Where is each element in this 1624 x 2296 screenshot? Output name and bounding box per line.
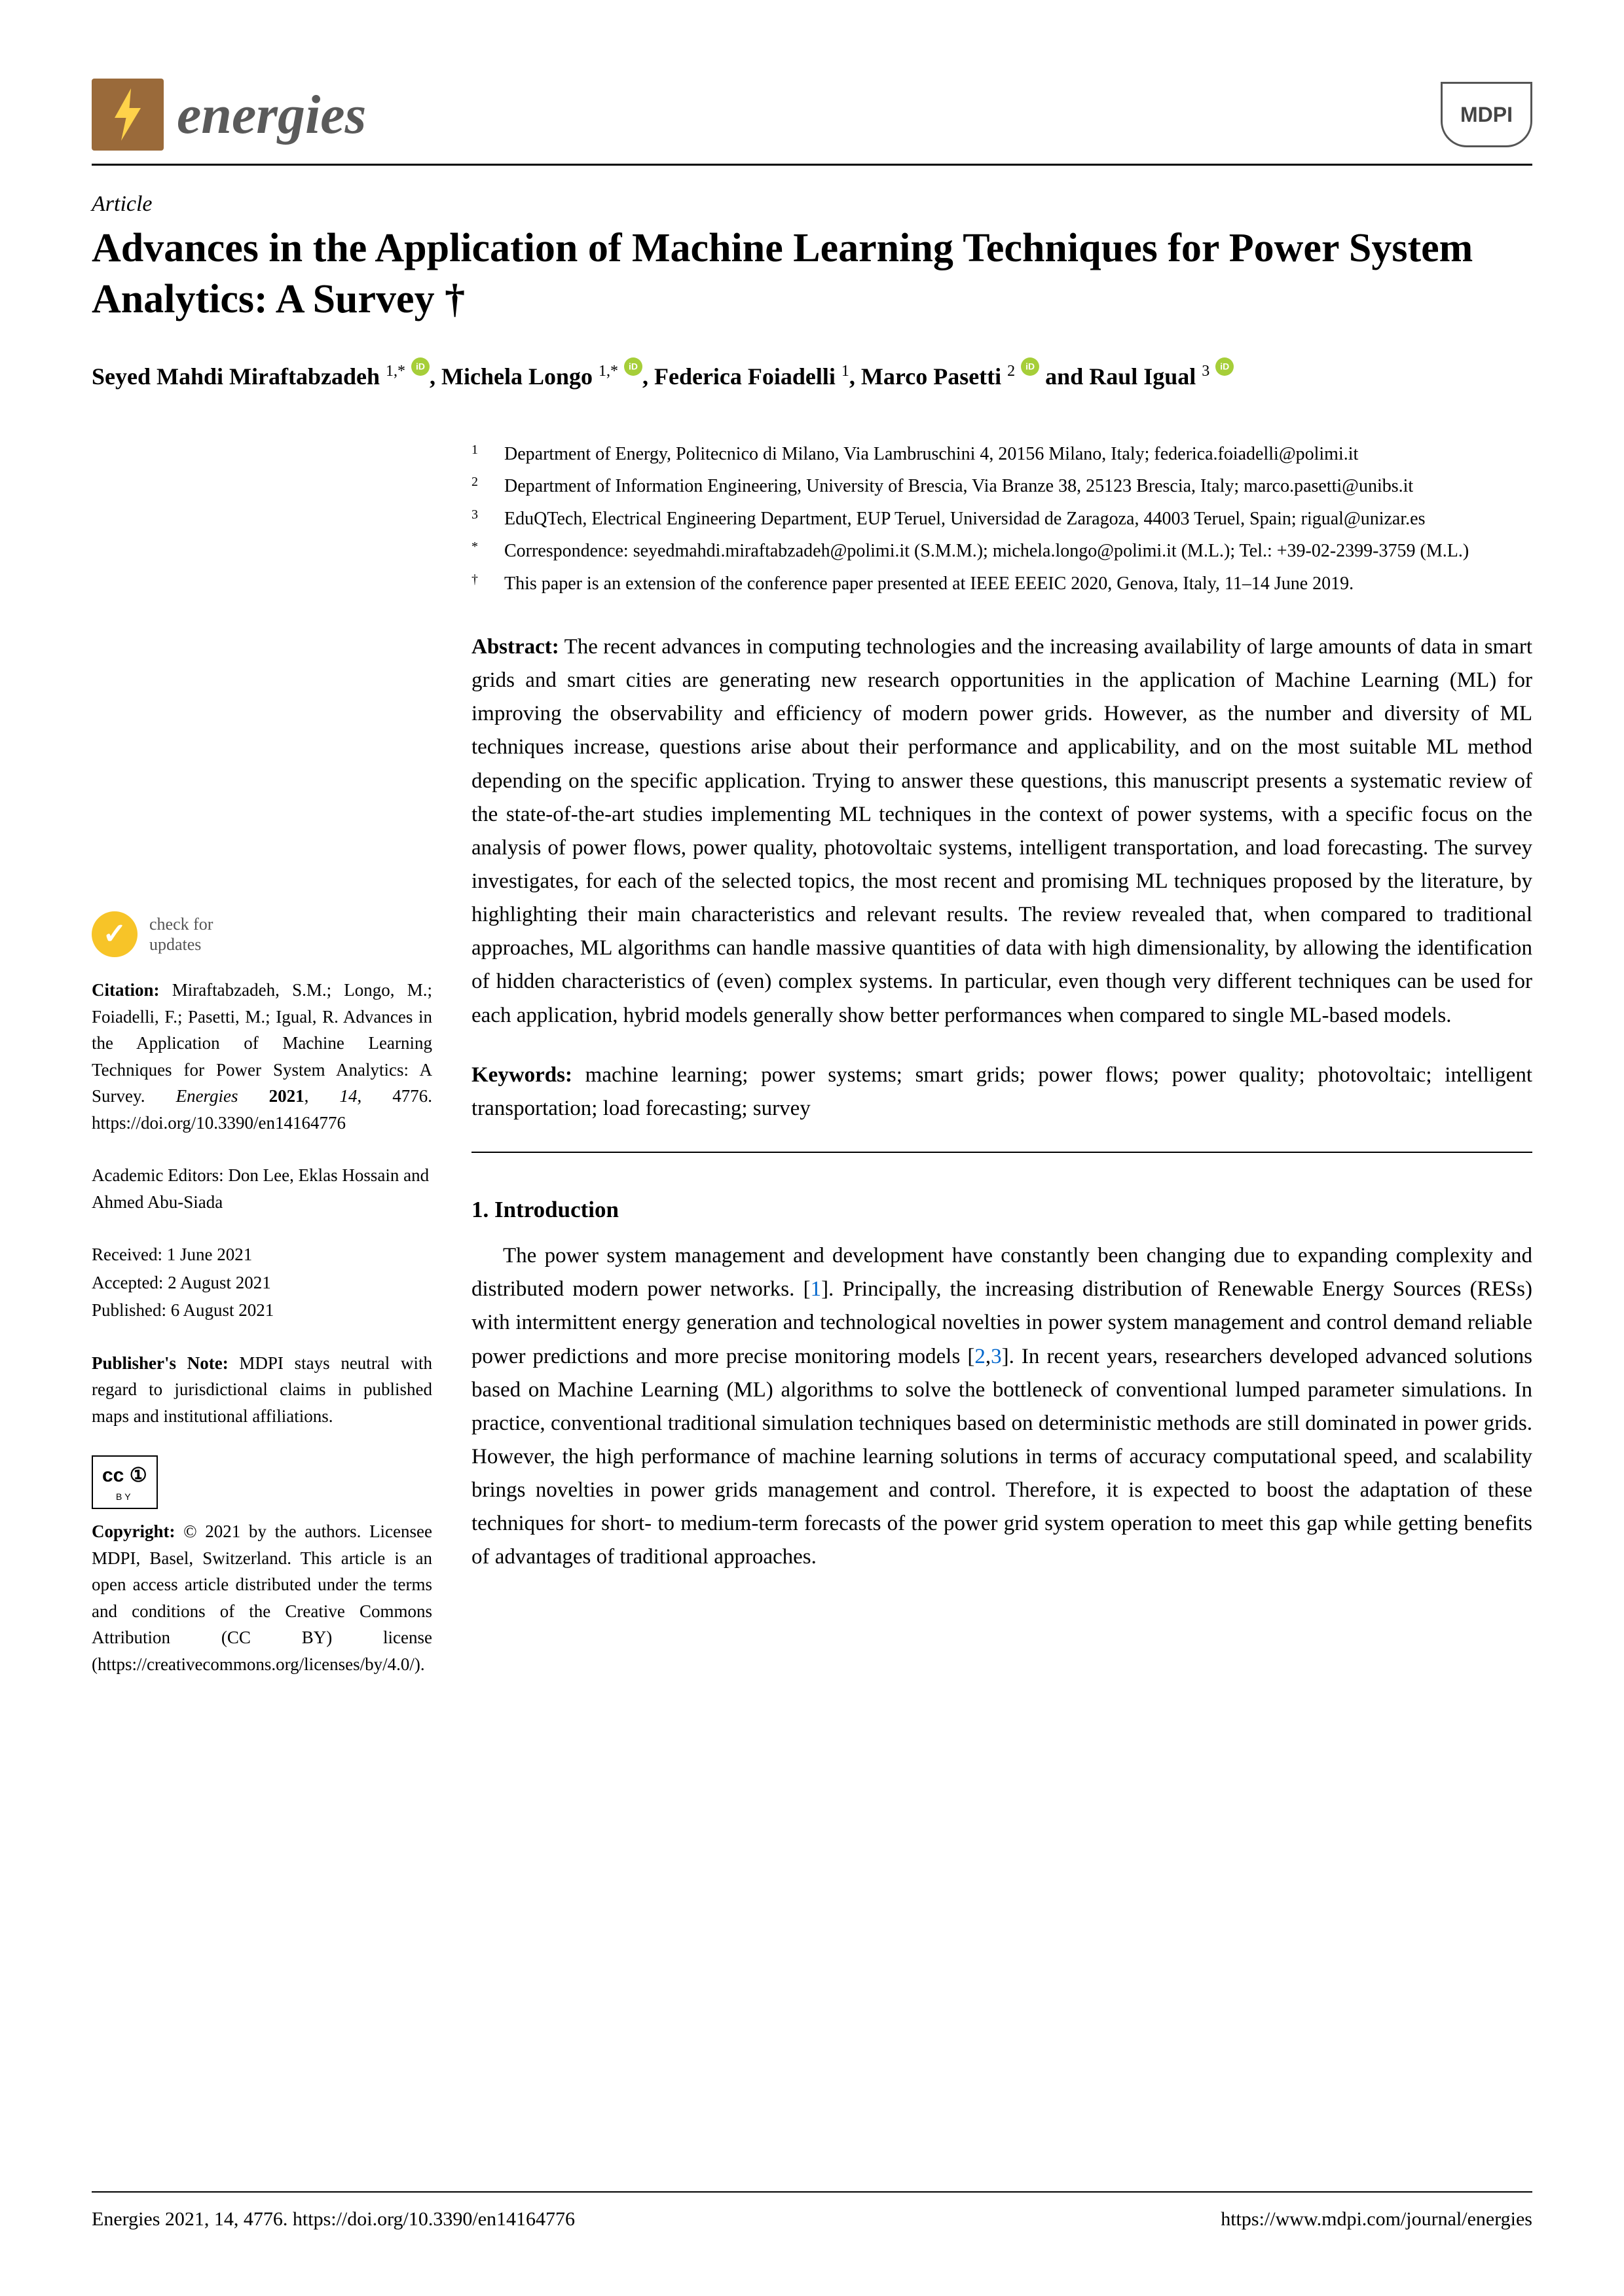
affiliation-row: 2Department of Information Engineering, … [471, 472, 1532, 500]
footer-left: Energies 2021, 14, 4776. https://doi.org… [92, 2208, 575, 2231]
header-rule [92, 164, 1532, 166]
copyright-block: Copyright: © 2021 by the authors. Licens… [92, 1518, 432, 1677]
orcid-icon[interactable] [624, 357, 642, 376]
citation-block: Citation: Miraftabzadeh, S.M.; Longo, M.… [92, 977, 432, 1136]
copyright-label: Copyright: [92, 1522, 175, 1541]
publisher-logo: MDPI [1441, 82, 1532, 147]
cc-symbol: cc ① [102, 1465, 147, 1486]
date-received: Received: 1 June 2021 [92, 1241, 432, 1268]
check-for-updates[interactable]: ✓ check for updates [92, 911, 432, 957]
citation-article: 4776. [392, 1086, 432, 1106]
cc-by-label: BY [102, 1490, 147, 1504]
authors-line: Seyed Mahdi Miraftabzadeh 1,* , Michela … [92, 357, 1532, 394]
footer-right[interactable]: https://www.mdpi.com/journal/energies [1221, 2208, 1532, 2231]
ref-link-1[interactable]: 1 [811, 1277, 822, 1301]
keywords-label: Keywords: [471, 1063, 572, 1087]
article-type: Article [92, 192, 1532, 217]
ref-link-2[interactable]: 2 [974, 1345, 986, 1368]
abstract-block: Abstract: The recent advances in computi… [471, 630, 1532, 1032]
orcid-icon[interactable] [411, 357, 430, 376]
affiliation-row: *Correspondence: seyedmahdi.miraftabzade… [471, 537, 1532, 565]
section-1-heading: 1. Introduction [471, 1192, 1532, 1228]
orcid-icon[interactable] [1215, 357, 1234, 376]
check-updates-line1: check for [149, 914, 213, 934]
abstract-label: Abstract: [471, 635, 559, 659]
affiliation-row: 3EduQTech, Electrical Engineering Depart… [471, 505, 1532, 533]
affiliation-row: †This paper is an extension of the confe… [471, 570, 1532, 598]
article-title: Advances in the Application of Machine L… [92, 223, 1532, 325]
bolt-icon [92, 79, 164, 151]
page-footer: Energies 2021, 14, 4776. https://doi.org… [92, 2191, 1532, 2231]
intro-paragraph: The power system management and developm… [471, 1239, 1532, 1574]
date-published: Published: 6 August 2021 [92, 1297, 432, 1324]
ref-link-3[interactable]: 3 [991, 1345, 1002, 1368]
editors-block: Academic Editors: Don Lee, Eklas Hossain… [92, 1162, 432, 1215]
affiliation-row: 1Department of Energy, Politecnico di Mi… [471, 440, 1532, 468]
publishers-note: Publisher's Note: MDPI stays neutral wit… [92, 1350, 432, 1430]
main-column: 1Department of Energy, Politecnico di Mi… [471, 440, 1532, 1677]
citation-doi: https://doi.org/10.3390/en14164776 [92, 1113, 346, 1133]
header-row: energies MDPI [92, 79, 1532, 151]
orcid-icon[interactable] [1021, 357, 1039, 376]
intro-text-3: ]. In recent years, researchers develope… [471, 1345, 1532, 1569]
keywords-block: Keywords: machine learning; power system… [471, 1059, 1532, 1153]
journal-logo: energies [92, 79, 366, 151]
citation-label: Citation: [92, 980, 160, 1000]
keywords-text: machine learning; power systems; smart g… [471, 1063, 1532, 1120]
sidebar: ✓ check for updates Citation: Miraftabza… [92, 440, 432, 1677]
ref-separator: , [986, 1345, 991, 1368]
abstract-text: The recent advances in computing technol… [471, 635, 1532, 1027]
check-updates-line2: updates [149, 934, 213, 955]
affiliations: 1Department of Energy, Politecnico di Mi… [471, 440, 1532, 598]
cc-license-badge[interactable]: cc ① BY [92, 1455, 432, 1518]
date-accepted: Accepted: 2 August 2021 [92, 1269, 432, 1296]
journal-name: energies [177, 83, 366, 147]
citation-year: 2021 [269, 1086, 304, 1106]
editors-label: Academic Editors: [92, 1165, 224, 1185]
copyright-text: © 2021 by the authors. Licensee MDPI, Ba… [92, 1522, 432, 1674]
citation-volume: 14 [339, 1086, 357, 1106]
check-updates-icon: ✓ [92, 911, 138, 957]
citation-journal: Energies [176, 1086, 238, 1106]
pubnote-label: Publisher's Note: [92, 1353, 229, 1373]
check-updates-label: check for updates [149, 914, 213, 955]
dates-block: Received: 1 June 2021 Accepted: 2 August… [92, 1241, 432, 1324]
